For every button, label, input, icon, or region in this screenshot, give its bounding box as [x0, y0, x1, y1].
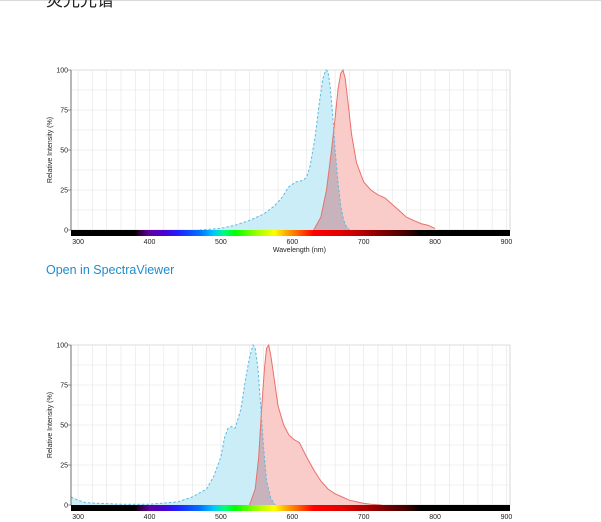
excitation-emission-chart-2: 0 25 50 75 100 Relative Intensity (%) 300 400 50…	[47, 343, 513, 522]
y-tick-label: 75	[60, 383, 68, 390]
y-axis-label: Relative Intensity (%)	[47, 117, 54, 183]
x-tick-label: 800	[429, 239, 441, 246]
y-tick-label: 25	[60, 188, 68, 195]
x-tick-label: 600	[286, 239, 298, 246]
y-tick-label: 50	[60, 148, 68, 155]
x-tick-label: 900	[501, 239, 513, 246]
series-emission-area	[249, 345, 382, 505]
x-tick-label: 500	[215, 514, 227, 521]
series-emission-area	[313, 70, 435, 230]
top-border	[0, 0, 601, 1]
y-tick-label: 50	[60, 423, 68, 430]
page-title: 荧光光谱	[46, 0, 114, 11]
x-tick-label: 400	[144, 239, 156, 246]
x-tick-label: 900	[501, 514, 513, 521]
x-tick-label: 400	[144, 514, 156, 521]
series-excitation-line	[199, 69, 350, 231]
x-tick-label: 300	[72, 514, 84, 521]
y-tick-label: 100	[56, 68, 68, 75]
series-emission-line	[249, 343, 382, 506]
open-in-spectraviewer-link[interactable]: Open in SpectraViewer	[46, 263, 175, 277]
x-tick-label: 300	[72, 239, 84, 246]
series-excitation-line	[70, 343, 276, 506]
spectrum-bar	[135, 230, 421, 236]
x-tick-label: 600	[286, 514, 298, 521]
excitation-emission-chart-1: 0 25 50 75 100 Relative Intensity (%) 300 400 50…	[47, 68, 513, 255]
y-tick-label: 25	[60, 463, 68, 470]
x-tick-label: 500	[215, 239, 227, 246]
y-tick-label: 0	[64, 503, 68, 510]
x-tick-label: 700	[358, 514, 370, 521]
y-tick-label: 0	[64, 228, 68, 235]
y-tick-label: 100	[56, 343, 68, 350]
x-tick-label: 700	[358, 239, 370, 246]
y-axis-label: Relative Intensity (%)	[47, 392, 54, 458]
x-tick-label: 800	[429, 514, 441, 521]
x-axis-label: Wavelength (nm)	[273, 247, 326, 254]
y-tick-label: 75	[60, 108, 68, 115]
spectrum-bar	[135, 505, 421, 511]
series-excitation-area	[199, 70, 350, 230]
series-excitation-area	[71, 345, 276, 505]
